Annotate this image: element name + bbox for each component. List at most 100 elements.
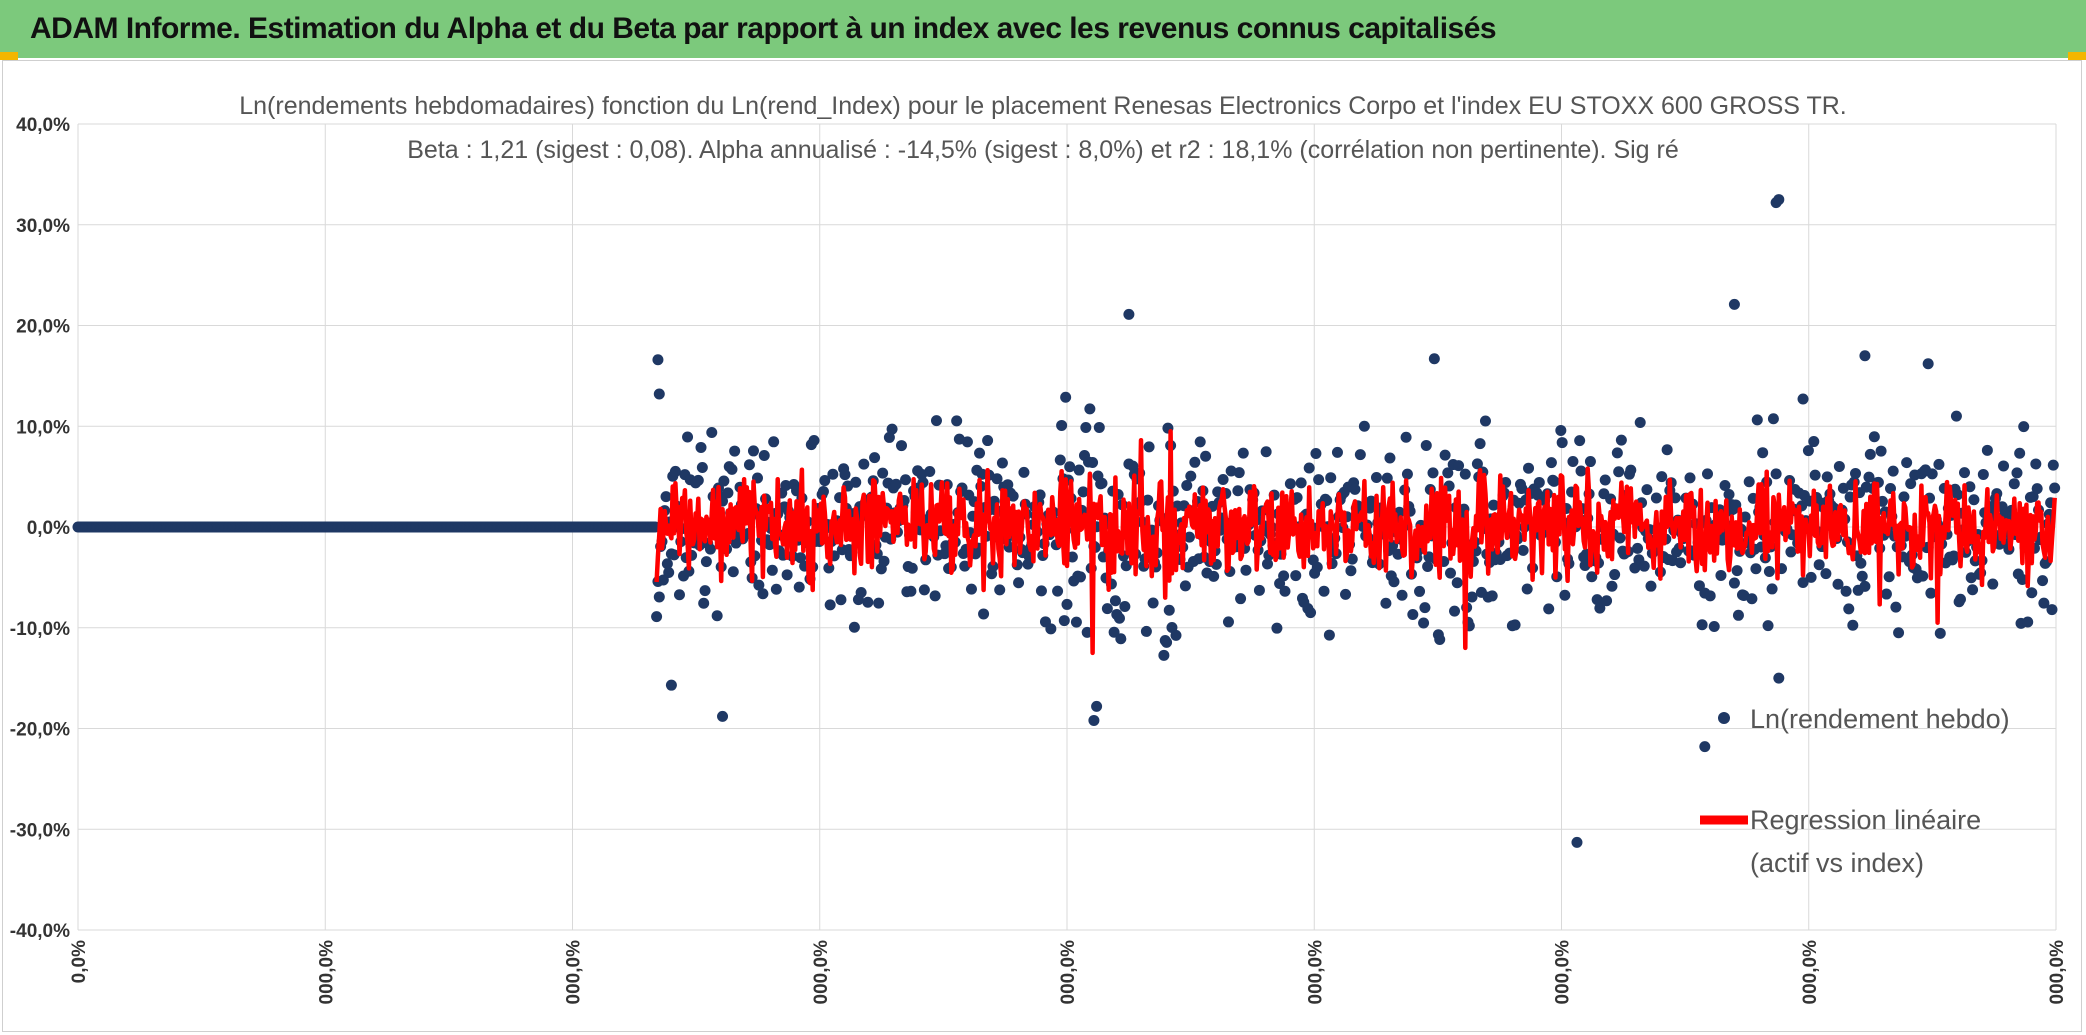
scatter-point: [1809, 469, 1821, 481]
scatter-point: [1634, 416, 1646, 428]
scatter-point: [1354, 449, 1366, 461]
scatter-point: [1279, 585, 1291, 597]
scatter-point: [1419, 602, 1431, 614]
scatter-point: [1442, 467, 1454, 479]
scatter-point: [1645, 580, 1657, 592]
scatter-point: [665, 679, 677, 691]
scatter-point: [1859, 580, 1871, 592]
scatter-point: [1855, 557, 1867, 569]
scatter-point: [918, 584, 930, 596]
scatter-point: [1613, 466, 1625, 478]
scatter-point: [780, 479, 792, 491]
scatter-point: [1056, 419, 1068, 431]
scatter-point: [1474, 438, 1486, 450]
scatter-point: [1073, 464, 1085, 476]
scatter-point: [1194, 436, 1206, 448]
scatter-point: [1614, 532, 1626, 544]
scatter-point: [1719, 480, 1731, 492]
scatter-point: [1606, 580, 1618, 592]
legend-scatter-marker: [1718, 712, 1730, 724]
scatter-point: [900, 474, 912, 486]
scatter-point: [1365, 495, 1377, 507]
scatter-point: [1773, 672, 1785, 684]
scatter-point: [1349, 483, 1361, 495]
scatter-point: [1002, 479, 1014, 491]
y-tick-label: -30,0%: [10, 820, 70, 841]
scatter-point: [682, 431, 694, 443]
scatter-point: [1584, 456, 1596, 468]
y-tick-label: 40,0%: [16, 115, 70, 136]
scatter-point: [1439, 449, 1451, 461]
scatter-point: [961, 436, 973, 448]
scatter-point: [1952, 489, 1964, 501]
scatter-point: [1325, 472, 1337, 484]
scatter-point: [1217, 474, 1229, 486]
scatter-point: [781, 569, 793, 581]
scatter-point: [1750, 563, 1762, 575]
scatter-point: [1987, 578, 1999, 590]
scatter-point: [1533, 476, 1545, 488]
scatter-point: [1459, 468, 1471, 480]
scatter-point: [1575, 465, 1587, 477]
scatter-point: [696, 461, 708, 473]
scatter-point: [858, 458, 870, 470]
scatter-point: [1967, 584, 1979, 596]
scatter-point: [1785, 546, 1797, 558]
scatter-point: [1684, 472, 1696, 484]
scatter-point: [1013, 577, 1025, 589]
scatter-point: [1113, 612, 1125, 624]
scatter-point: [1632, 542, 1644, 554]
scatter-point: [1766, 583, 1778, 595]
scatter-point: [673, 589, 685, 601]
scatter-point: [1313, 474, 1325, 486]
scatter-point: [1773, 194, 1785, 206]
scatter-point: [1556, 437, 1568, 449]
scatter-point: [1948, 550, 1960, 562]
scatter-point: [1820, 568, 1832, 580]
scatter-point: [1035, 585, 1047, 597]
scatter-point: [835, 594, 847, 606]
scatter-point: [959, 560, 971, 572]
scatter-point: [1762, 620, 1774, 632]
scatter-point: [2014, 447, 2026, 459]
scatter-point: [758, 449, 770, 461]
scatter-point: [1832, 578, 1844, 590]
scatter-point: [1007, 490, 1019, 502]
scatter-point: [1240, 564, 1252, 576]
scatter-point: [1856, 570, 1868, 582]
scatter-point: [1567, 455, 1579, 467]
scatter-point: [1751, 414, 1763, 426]
scatter-point: [1883, 571, 1895, 583]
scatter-point: [704, 543, 716, 555]
scatter-point: [747, 445, 759, 457]
scatter-point: [1233, 467, 1245, 479]
scatter-point: [1898, 491, 1910, 503]
scatter-point: [669, 465, 681, 477]
scatter-point: [924, 466, 936, 478]
scatter-point: [1080, 422, 1092, 434]
scatter-point: [878, 555, 890, 567]
title-banner: ADAM Informe. Estimation du Alpha et du …: [0, 0, 2086, 58]
scatter-point: [653, 591, 665, 603]
scatter-point: [1767, 413, 1779, 425]
scatter-point: [1574, 435, 1586, 447]
x-tick-label: 000,0%: [1800, 940, 1821, 1005]
scatter-point: [2016, 574, 2028, 586]
scatter-point: [1743, 476, 1755, 488]
scatter-point: [848, 621, 860, 633]
scatter-point: [996, 457, 1008, 469]
scatter-point: [1959, 467, 1971, 479]
scatter-point: [1295, 477, 1307, 489]
page-title: ADAM Informe. Estimation du Alpha et du …: [30, 12, 1497, 45]
scatter-point: [1954, 593, 1966, 605]
scatter-point: [1235, 593, 1247, 605]
scatter-point: [1708, 620, 1720, 632]
scatter-point: [1521, 583, 1533, 595]
scatter-point: [1060, 391, 1072, 403]
scatter-point: [1077, 486, 1089, 498]
scatter-point: [1444, 567, 1456, 579]
chart-title: Ln(rendements hebdomadaires) fonction du…: [239, 92, 1846, 120]
scatter-point: [1253, 584, 1265, 596]
y-tick-label: -20,0%: [10, 720, 70, 741]
scatter-point: [2018, 421, 2030, 433]
